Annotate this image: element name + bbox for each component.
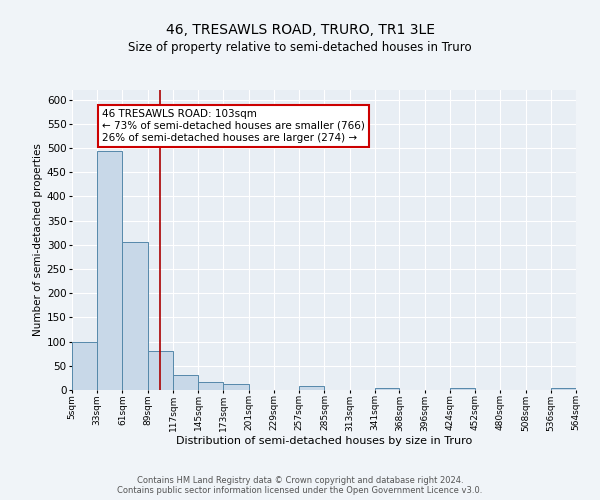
- Bar: [375, 388, 399, 390]
- Bar: [223, 384, 249, 390]
- Bar: [299, 386, 325, 390]
- Text: 46 TRESAWLS ROAD: 103sqm
← 73% of semi-detached houses are smaller (766)
26% of : 46 TRESAWLS ROAD: 103sqm ← 73% of semi-d…: [102, 110, 365, 142]
- Bar: [450, 388, 475, 390]
- Y-axis label: Number of semi-detached properties: Number of semi-detached properties: [32, 144, 43, 336]
- Bar: [122, 242, 148, 390]
- Bar: [198, 382, 223, 390]
- Text: 46, TRESAWLS ROAD, TRURO, TR1 3LE: 46, TRESAWLS ROAD, TRURO, TR1 3LE: [166, 22, 434, 36]
- Bar: [72, 342, 97, 390]
- Bar: [551, 388, 576, 390]
- X-axis label: Distribution of semi-detached houses by size in Truro: Distribution of semi-detached houses by …: [176, 436, 472, 446]
- Bar: [148, 352, 173, 390]
- Bar: [173, 376, 198, 390]
- Text: Contains HM Land Registry data © Crown copyright and database right 2024.
Contai: Contains HM Land Registry data © Crown c…: [118, 476, 482, 495]
- Bar: [97, 152, 122, 390]
- Text: Size of property relative to semi-detached houses in Truro: Size of property relative to semi-detach…: [128, 41, 472, 54]
